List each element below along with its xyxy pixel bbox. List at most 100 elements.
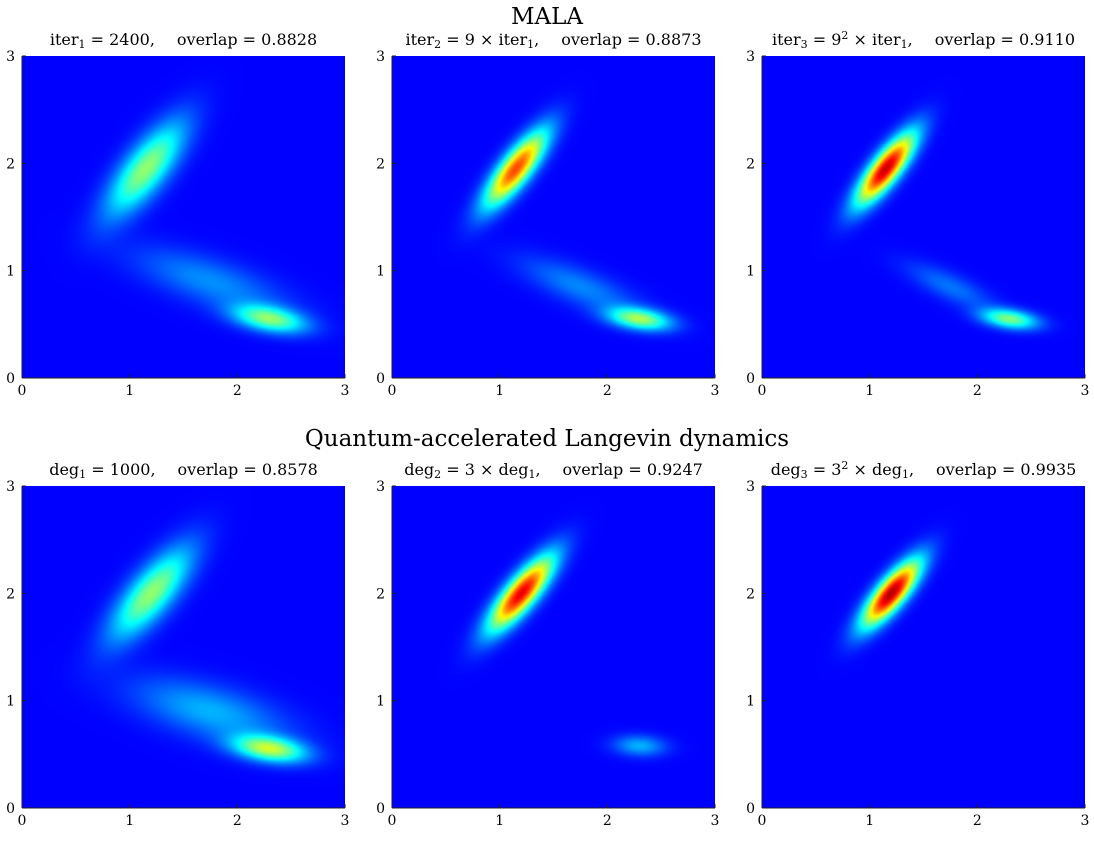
density-heatmap (762, 486, 1085, 808)
x-tick-label: 2 (973, 813, 982, 829)
title-subscript-2: 1 (901, 468, 909, 481)
row-title-quantum: Quantum-accelerated Langevin dynamics (304, 426, 790, 452)
title-variable: deg (404, 460, 435, 479)
panel-title: iter1 = 2400, overlap = 0.8828 (0, 30, 369, 50)
x-tick-label: 2 (603, 383, 612, 399)
title-subscript: 1 (78, 38, 86, 51)
y-tick-label: 1 (746, 264, 755, 280)
heatmap-panel: 0 1 2 3 0 1 2 3 (746, 49, 1089, 399)
title-subscript-2: 1 (900, 38, 908, 51)
x-tick-label: 0 (758, 813, 767, 829)
x-tick-label: 0 (388, 813, 397, 829)
y-tick-label: 2 (6, 586, 15, 602)
title-comma: , (535, 460, 541, 479)
title-overlap: overlap = 0.8578 (177, 460, 318, 479)
panel-title: deg2 = 3 × deg1, overlap = 0.9247 (369, 460, 739, 480)
title-variable: iter (49, 30, 79, 49)
y-tick-label: 1 (6, 264, 15, 280)
density-heatmap (392, 56, 715, 378)
panel-title: deg3 = 32 × deg1, overlap = 0.9935 (739, 460, 1094, 480)
title-expression: = 9 × iter (441, 30, 528, 49)
y-tick-label: 2 (746, 586, 755, 602)
title-variable: deg (770, 460, 801, 479)
y-tick-label: 3 (376, 49, 385, 65)
y-tick-label: 1 (746, 694, 755, 710)
title-subscript-2: 1 (527, 38, 535, 51)
heatmap-panel: 0 1 2 3 0 1 2 3 (6, 49, 349, 399)
heatmap-panel: 0 1 2 3 0 1 2 3 (6, 479, 349, 829)
title-comma: , (907, 30, 913, 49)
y-tick-label: 3 (746, 479, 755, 495)
y-tick-label: 3 (746, 49, 755, 65)
title-overlap: overlap = 0.8873 (561, 30, 702, 49)
title-expression-2: × deg (848, 460, 902, 479)
y-tick-label: 3 (376, 479, 385, 495)
title-subscript-2: 1 (528, 468, 536, 481)
title-subscript: 3 (800, 38, 808, 51)
title-overlap: overlap = 0.9247 (562, 460, 703, 479)
density-heatmap (762, 56, 1085, 378)
y-tick-label: 1 (376, 264, 385, 280)
panel-title: deg1 = 1000, overlap = 0.8578 (0, 460, 369, 480)
title-subscript: 3 (800, 468, 808, 481)
title-variable: deg (49, 460, 80, 479)
title-expression: = 3 × deg (441, 460, 529, 479)
x-tick-label: 3 (1081, 813, 1090, 829)
y-tick-label: 0 (376, 371, 385, 387)
y-tick-label: 2 (376, 586, 385, 602)
x-tick-label: 3 (341, 383, 350, 399)
title-subscript: 2 (434, 468, 442, 481)
y-tick-label: 1 (376, 694, 385, 710)
title-variable: iter (771, 30, 801, 49)
x-tick-label: 1 (125, 813, 134, 829)
x-tick-label: 1 (125, 383, 134, 399)
panel-title: iter2 = 9 × iter1, overlap = 0.8873 (369, 30, 739, 50)
y-tick-label: 2 (376, 156, 385, 172)
row-title-mala: MALA (510, 4, 584, 30)
x-tick-label: 0 (758, 383, 767, 399)
title-expression: = 9 (807, 30, 842, 49)
title-variable: iter (405, 30, 435, 49)
title-overlap: overlap = 0.8828 (176, 30, 318, 49)
title-superscript: 2 (841, 29, 849, 42)
y-tick-label: 0 (746, 801, 755, 817)
density-heatmap (392, 486, 715, 808)
density-heatmap (22, 486, 345, 808)
title-comma: , (908, 460, 915, 479)
x-tick-label: 2 (973, 383, 982, 399)
title-overlap: overlap = 0.9935 (936, 460, 1077, 479)
x-tick-label: 0 (18, 813, 27, 829)
x-tick-label: 1 (865, 383, 874, 399)
x-tick-label: 0 (18, 383, 27, 399)
x-tick-label: 2 (233, 383, 242, 399)
panel-title: iter3 = 92 × iter1, overlap = 0.9110 (739, 30, 1094, 50)
x-tick-label: 3 (341, 813, 350, 829)
y-tick-label: 2 (746, 156, 755, 172)
x-tick-label: 1 (495, 813, 504, 829)
heatmap-panel: 0 1 2 3 0 1 2 3 (376, 479, 719, 829)
y-tick-label: 0 (746, 371, 755, 387)
title-overlap: overlap = 0.9110 (934, 30, 1076, 49)
y-tick-label: 0 (6, 801, 15, 817)
x-tick-label: 3 (711, 813, 720, 829)
title-expression: = 3 (807, 460, 842, 479)
title-expression: = 1000, (86, 460, 156, 479)
x-tick-label: 3 (1081, 383, 1090, 399)
y-tick-label: 3 (6, 49, 15, 65)
y-tick-label: 0 (6, 371, 15, 387)
x-tick-label: 3 (711, 383, 720, 399)
title-expression-2: × iter (848, 30, 901, 49)
heatmap-panel: 0 1 2 3 0 1 2 3 (376, 49, 719, 399)
density-heatmap (22, 56, 345, 378)
y-tick-label: 0 (376, 801, 385, 817)
x-tick-label: 2 (603, 813, 612, 829)
title-comma: , (534, 30, 540, 49)
title-superscript: 2 (841, 459, 849, 472)
y-tick-label: 3 (6, 479, 15, 495)
x-tick-label: 1 (865, 813, 874, 829)
title-subscript: 2 (434, 38, 442, 51)
x-tick-label: 0 (388, 383, 397, 399)
title-subscript: 1 (79, 468, 87, 481)
x-tick-label: 2 (233, 813, 242, 829)
title-expression: = 2400, (85, 30, 155, 49)
